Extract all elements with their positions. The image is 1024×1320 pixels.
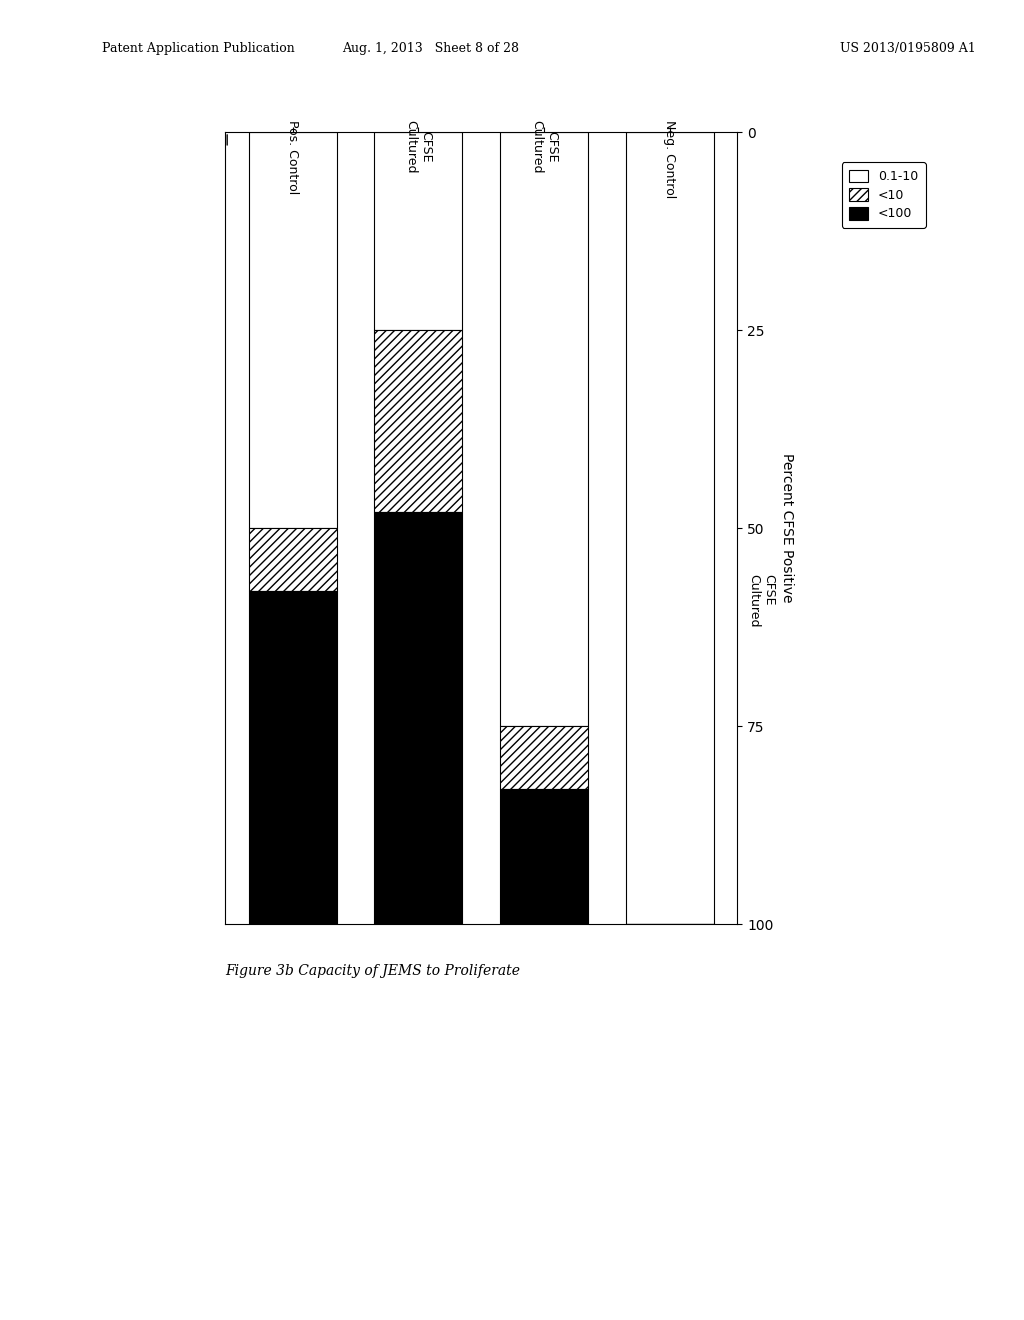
Legend: 0.1-10, <10, <100: 0.1-10, <10, <100: [842, 162, 926, 228]
Bar: [500, 132, 588, 726]
Text: Aug. 1, 2013   Sheet 8 of 28: Aug. 1, 2013 Sheet 8 of 28: [342, 42, 518, 55]
Text: Figure 3b Capacity of JEMS to Proliferate: Figure 3b Capacity of JEMS to Proliferat…: [225, 964, 520, 978]
Bar: [375, 330, 463, 512]
Bar: [249, 591, 337, 924]
Bar: [500, 726, 588, 789]
Bar: [375, 512, 463, 924]
Text: US 2013/0195809 A1: US 2013/0195809 A1: [840, 42, 976, 55]
Bar: [626, 132, 714, 924]
Bar: [500, 789, 588, 924]
Text: CFSE
Cultured: CFSE Cultured: [748, 574, 775, 627]
Text: Patent Application Publication: Patent Application Publication: [102, 42, 295, 55]
Bar: [375, 132, 463, 330]
Bar: [249, 132, 337, 528]
Bar: [249, 528, 337, 591]
Y-axis label: Percent CFSE Positive: Percent CFSE Positive: [780, 453, 795, 603]
